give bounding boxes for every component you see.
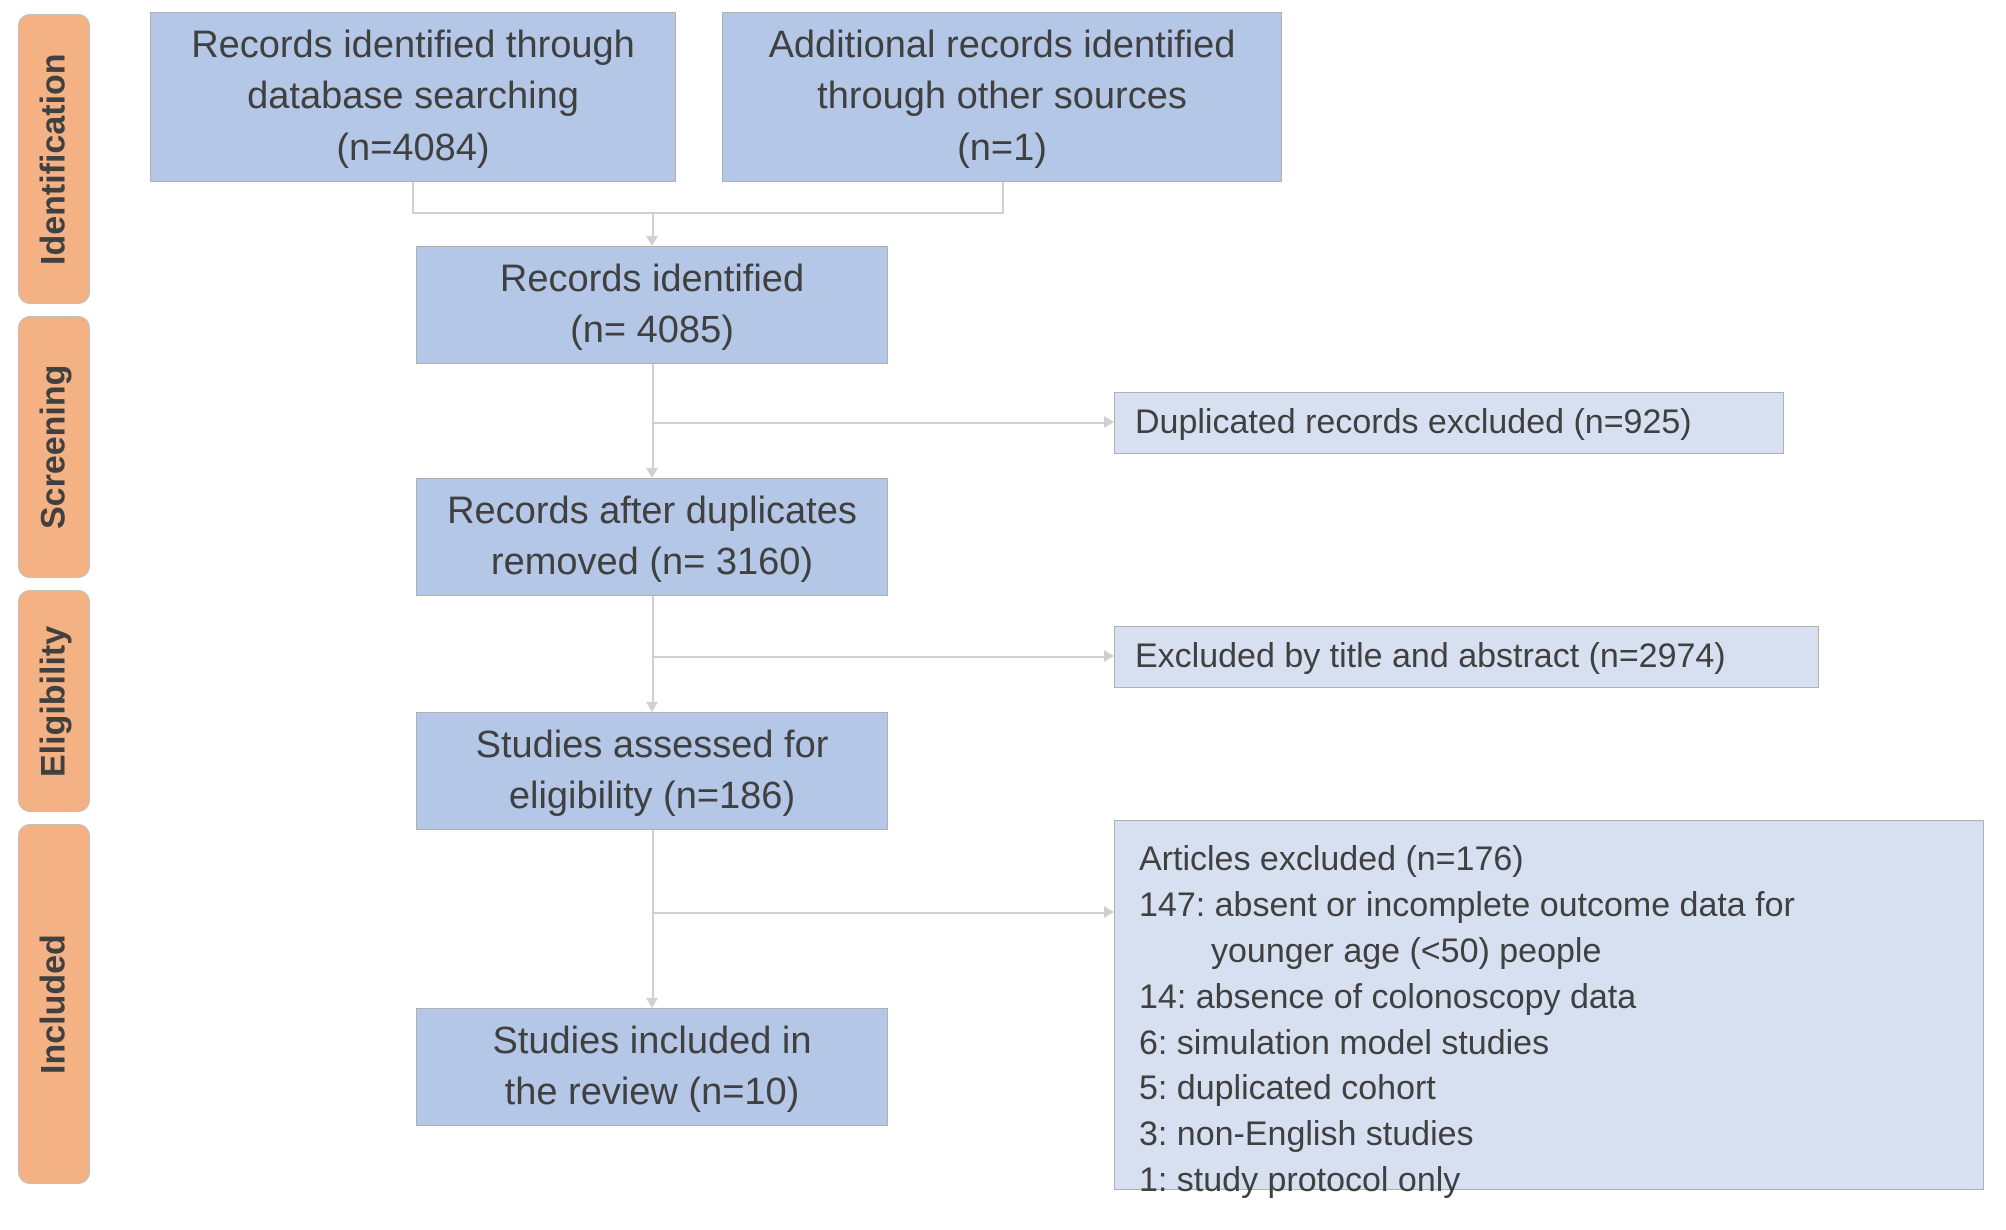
- sidebox-text: Duplicated records excluded (n=925): [1135, 400, 1692, 446]
- connector-line: [652, 830, 654, 998]
- box-line: through other sources: [817, 71, 1187, 122]
- box-assessed-eligibility: Studies assessed for eligibility (n=186): [416, 712, 888, 830]
- connector-line: [652, 912, 1104, 914]
- excluded-header: Articles excluded (n=176): [1139, 837, 1959, 883]
- arrow-head-icon: [646, 702, 658, 712]
- box-line: Studies assessed for: [476, 720, 829, 771]
- arrow-head-icon: [1104, 650, 1114, 662]
- box-line: the review (n=10): [505, 1067, 800, 1118]
- arrow-head-icon: [646, 236, 658, 246]
- box-line: removed (n= 3160): [491, 537, 813, 588]
- excluded-reason: 14: absence of colonoscopy data: [1139, 975, 1959, 1021]
- arrow-head-icon: [1104, 416, 1114, 428]
- box-records-identified: Records identified (n= 4085): [416, 246, 888, 364]
- connector-line: [652, 212, 654, 236]
- excluded-reason: 147: absent or incomplete outcome data f…: [1139, 883, 1959, 929]
- box-line: Studies included in: [493, 1016, 812, 1067]
- box-line: (n=1): [957, 123, 1047, 174]
- stage-label-text: Eligibility: [35, 625, 74, 776]
- sidebox-duplicated-excluded: Duplicated records excluded (n=925): [1114, 392, 1784, 454]
- excluded-reason: 6: simulation model studies: [1139, 1021, 1959, 1067]
- sidebox-text: Excluded by title and abstract (n=2974): [1135, 634, 1726, 680]
- box-other-sources: Additional records identified through ot…: [722, 12, 1282, 182]
- box-line: eligibility (n=186): [509, 771, 795, 822]
- box-line: Records identified: [500, 254, 804, 305]
- connector-line: [652, 364, 654, 468]
- arrow-head-icon: [1104, 906, 1114, 918]
- box-line: database searching: [247, 71, 579, 122]
- box-line: (n=4084): [336, 123, 489, 174]
- box-line: Records identified through: [191, 20, 635, 71]
- excluded-reason: 5: duplicated cohort: [1139, 1066, 1959, 1112]
- connector-line: [412, 212, 1004, 214]
- box-included-review: Studies included in the review (n=10): [416, 1008, 888, 1126]
- sidebox-articles-excluded: Articles excluded (n=176) 147: absent or…: [1114, 820, 1984, 1190]
- box-line: Records after duplicates: [447, 486, 857, 537]
- excluded-reason: 1: study protocol only: [1139, 1158, 1959, 1204]
- stage-included: Included: [18, 824, 90, 1184]
- sidebox-title-abstract-excluded: Excluded by title and abstract (n=2974): [1114, 626, 1819, 688]
- connector-line: [1002, 182, 1004, 212]
- excluded-reason-cont: younger age (<50) people: [1139, 929, 1959, 975]
- stage-label-text: Included: [35, 934, 74, 1074]
- connector-line: [652, 656, 1104, 658]
- arrow-head-icon: [646, 468, 658, 478]
- connector-line: [652, 422, 1104, 424]
- stage-label-text: Identification: [35, 53, 74, 265]
- box-after-duplicates: Records after duplicates removed (n= 316…: [416, 478, 888, 596]
- box-line: Additional records identified: [769, 20, 1236, 71]
- box-db-search: Records identified through database sear…: [150, 12, 676, 182]
- connector-line: [412, 182, 414, 212]
- stage-screening: Screening: [18, 316, 90, 578]
- box-line: (n= 4085): [570, 305, 734, 356]
- stage-label-text: Screening: [35, 365, 74, 529]
- connector-line: [652, 596, 654, 702]
- stage-eligibility: Eligibility: [18, 590, 90, 812]
- excluded-reason: 3: non-English studies: [1139, 1112, 1959, 1158]
- stage-identification: Identification: [18, 14, 90, 304]
- arrow-head-icon: [646, 998, 658, 1008]
